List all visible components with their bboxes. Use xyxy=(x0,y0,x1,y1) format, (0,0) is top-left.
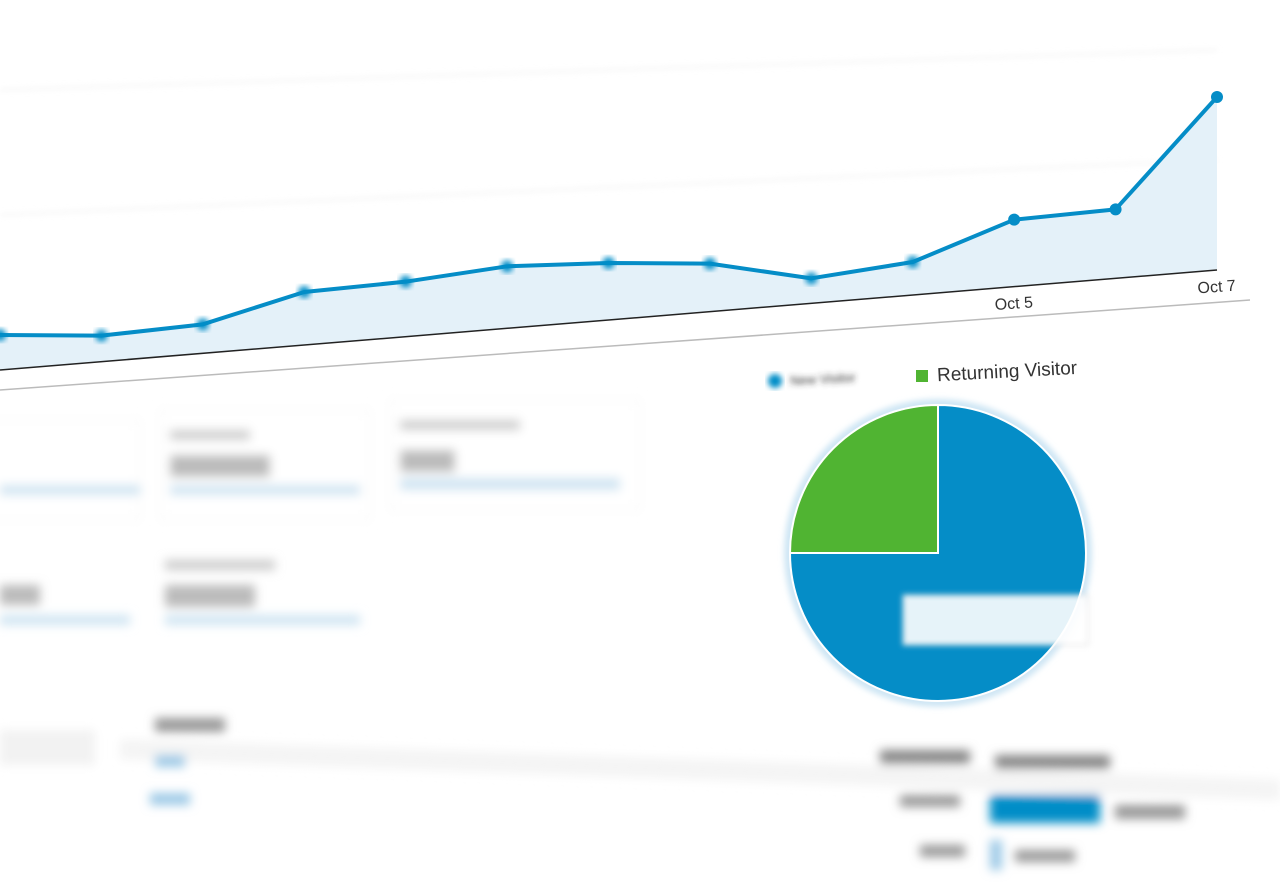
area xyxy=(0,97,1217,370)
tooltip xyxy=(902,594,1089,646)
point xyxy=(196,318,209,331)
point xyxy=(703,257,716,270)
point xyxy=(1008,213,1021,226)
point xyxy=(399,275,412,288)
point xyxy=(602,257,615,269)
grid-line xyxy=(0,159,1218,216)
point xyxy=(906,256,919,268)
x-axis xyxy=(0,269,1218,371)
point xyxy=(298,286,311,298)
point xyxy=(1109,203,1122,216)
legend-label: New Visitor xyxy=(790,370,857,388)
legend-swatch xyxy=(916,370,928,382)
point xyxy=(0,329,6,341)
table xyxy=(0,718,1280,870)
line-chart: Oct 5 Oct 7 xyxy=(0,91,1236,371)
point xyxy=(805,272,818,285)
grid xyxy=(0,49,1218,216)
legend-swatch xyxy=(768,374,782,388)
pie-chart: New Visitor Returning Visitor xyxy=(768,358,1092,707)
grid-line xyxy=(0,49,1218,91)
point xyxy=(1211,91,1223,103)
pie-slice xyxy=(788,403,939,554)
point xyxy=(501,260,514,273)
axis-shadow xyxy=(0,299,1251,391)
x-tick-label: Oct 5 xyxy=(994,294,1033,314)
x-tick-label: Oct 7 xyxy=(1197,278,1236,298)
point xyxy=(95,329,108,342)
legend-label: Returning Visitor xyxy=(937,358,1079,386)
metric-cards xyxy=(0,399,641,625)
